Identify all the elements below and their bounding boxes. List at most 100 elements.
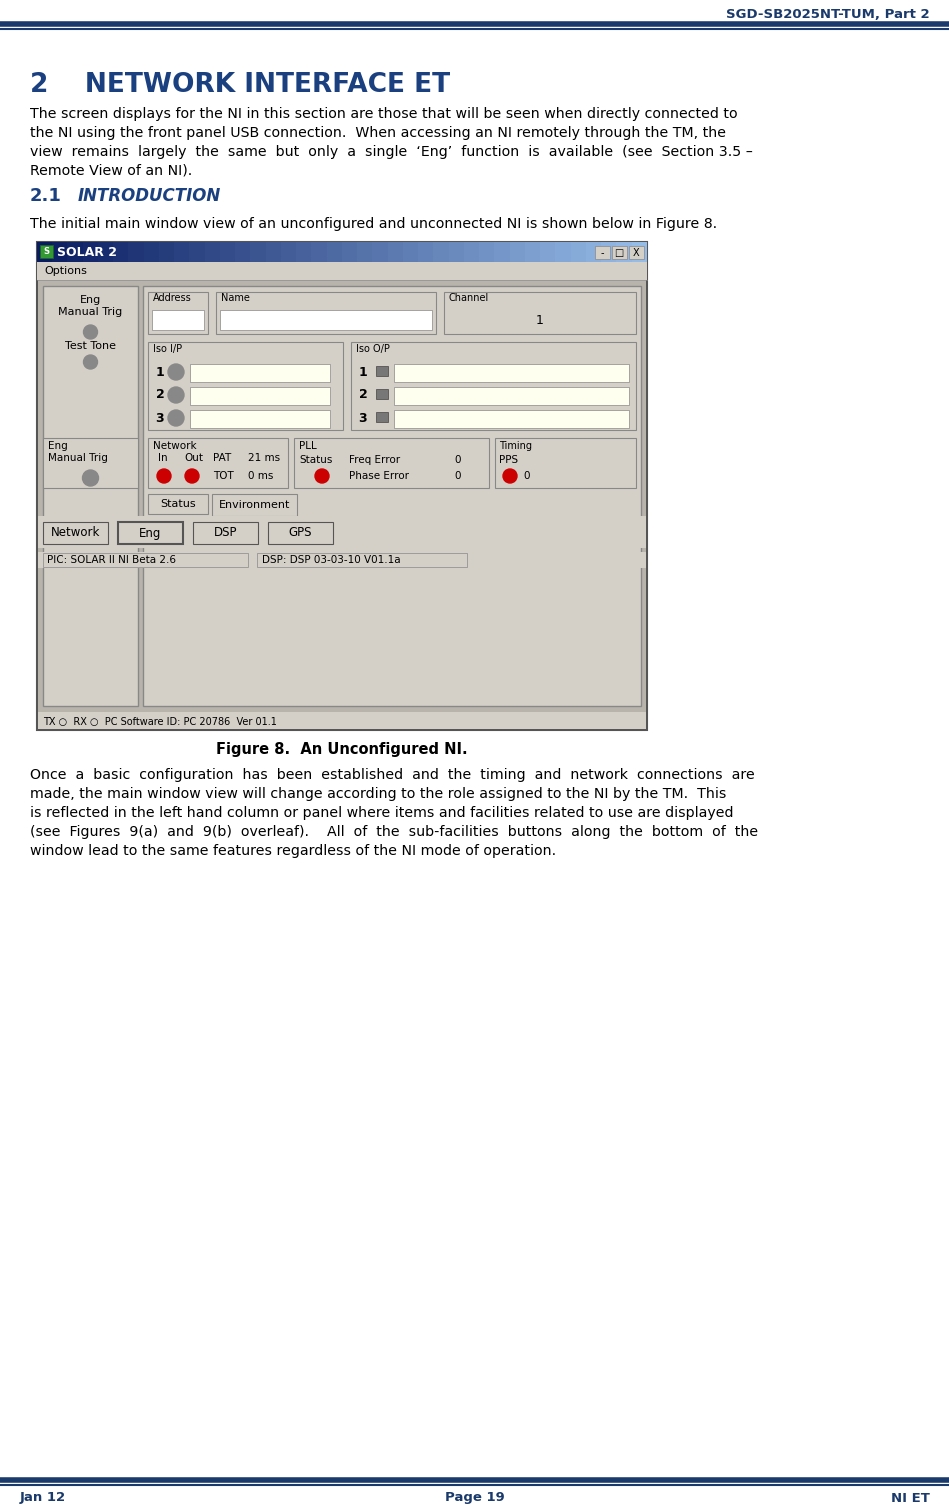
Text: the NI using the front panel USB connection.  When accessing an NI remotely thro: the NI using the front panel USB connect… (30, 125, 726, 141)
Bar (212, 494, 297, 515)
Bar (444, 292, 636, 334)
Text: Address: Address (153, 293, 192, 304)
Bar (175, 242, 190, 261)
Text: Freq Error: Freq Error (349, 455, 400, 465)
Text: Status: Status (160, 499, 195, 509)
Bar (632, 242, 647, 261)
Bar (83, 242, 99, 261)
Text: S: S (43, 248, 49, 257)
Bar (235, 242, 251, 261)
Bar (128, 242, 144, 261)
Bar (510, 242, 526, 261)
Text: Eng: Eng (80, 295, 102, 305)
Circle shape (157, 468, 171, 484)
Text: Eng: Eng (48, 441, 67, 450)
Text: INTRODUCTION: INTRODUCTION (78, 187, 221, 205)
Bar (555, 242, 571, 261)
Bar (205, 242, 220, 261)
Text: X: X (633, 248, 640, 258)
Bar (52, 242, 68, 261)
Circle shape (168, 387, 184, 403)
Text: 0: 0 (454, 471, 460, 480)
Bar (394, 364, 629, 382)
Bar (37, 242, 647, 730)
Text: Network: Network (51, 526, 101, 539)
Text: 2: 2 (156, 388, 164, 402)
Bar (190, 409, 330, 428)
Circle shape (168, 364, 184, 379)
Bar (43, 553, 248, 567)
Bar (190, 242, 205, 261)
Text: 0 ms: 0 ms (248, 471, 273, 480)
Circle shape (185, 468, 199, 484)
Circle shape (168, 409, 184, 426)
Text: Once  a  basic  configuration  has  been  established  and  the  timing  and  ne: Once a basic configuration has been esta… (30, 768, 754, 783)
Text: 2: 2 (359, 388, 367, 402)
Text: Test Tone: Test Tone (65, 341, 116, 351)
Text: Name: Name (221, 293, 250, 304)
Bar (388, 242, 403, 261)
Bar (494, 242, 511, 261)
Bar (296, 242, 312, 261)
Text: PIC: SOLAR II NI Beta 2.6: PIC: SOLAR II NI Beta 2.6 (47, 555, 176, 565)
Text: Network: Network (153, 441, 196, 450)
Text: DSP: DSP (214, 526, 237, 539)
Bar (525, 242, 541, 261)
Text: Manual Trig: Manual Trig (59, 307, 122, 317)
Bar (394, 387, 629, 405)
Bar (148, 494, 208, 514)
Bar (193, 521, 258, 544)
Bar (38, 552, 646, 568)
Bar (152, 310, 204, 329)
Bar (266, 242, 282, 261)
Bar (40, 245, 53, 258)
Bar (216, 292, 436, 334)
Text: PAT: PAT (213, 453, 232, 462)
Bar (351, 341, 636, 431)
Bar (617, 242, 632, 261)
Bar (37, 242, 53, 261)
Text: 21 ms: 21 ms (248, 453, 280, 462)
Bar (612, 246, 627, 258)
Text: 2    NETWORK INTERFACE ET: 2 NETWORK INTERFACE ET (30, 73, 450, 98)
Bar (43, 521, 108, 544)
Bar (118, 521, 183, 544)
Text: Channel: Channel (449, 293, 490, 304)
Text: In: In (158, 453, 168, 462)
Text: Environment: Environment (219, 500, 290, 511)
Circle shape (84, 355, 98, 369)
Text: 3: 3 (359, 411, 367, 425)
Bar (376, 366, 388, 376)
Text: The screen displays for the NI in this section are those that will be seen when : The screen displays for the NI in this s… (30, 107, 737, 121)
Bar (67, 242, 84, 261)
Bar (326, 242, 343, 261)
Text: GPS: GPS (288, 526, 312, 539)
Text: (see  Figures  9(a)  and  9(b)  overleaf).    All  of  the  sub-facilities  butt: (see Figures 9(a) and 9(b) overleaf). Al… (30, 825, 758, 839)
Text: Out: Out (184, 453, 203, 462)
Bar (190, 387, 330, 405)
Text: TX ○  RX ○  PC Software ID: PC 20786  Ver 01.1: TX ○ RX ○ PC Software ID: PC 20786 Ver 0… (43, 718, 277, 727)
Text: 3: 3 (156, 411, 164, 425)
Text: □: □ (614, 248, 623, 258)
Bar (595, 246, 610, 258)
Text: window lead to the same features regardless of the NI mode of operation.: window lead to the same features regardl… (30, 845, 556, 858)
Bar (190, 364, 330, 382)
Bar (373, 242, 388, 261)
Bar (434, 242, 449, 261)
Text: Eng: Eng (140, 526, 161, 539)
Bar (449, 242, 464, 261)
Bar (376, 413, 388, 422)
Bar (570, 242, 586, 261)
Text: is reflected in the left hand column or panel where items and facilities related: is reflected in the left hand column or … (30, 805, 734, 820)
Bar (419, 242, 434, 261)
Text: Figure 8.  An Unconfigured NI.: Figure 8. An Unconfigured NI. (216, 742, 468, 757)
Bar (586, 242, 602, 261)
Text: Remote View of an NI).: Remote View of an NI). (30, 165, 193, 178)
Text: 1: 1 (359, 366, 367, 378)
Bar (394, 409, 629, 428)
Bar (143, 242, 159, 261)
Text: 1: 1 (536, 313, 544, 326)
Bar (357, 242, 373, 261)
Bar (629, 246, 644, 258)
Bar (479, 242, 495, 261)
